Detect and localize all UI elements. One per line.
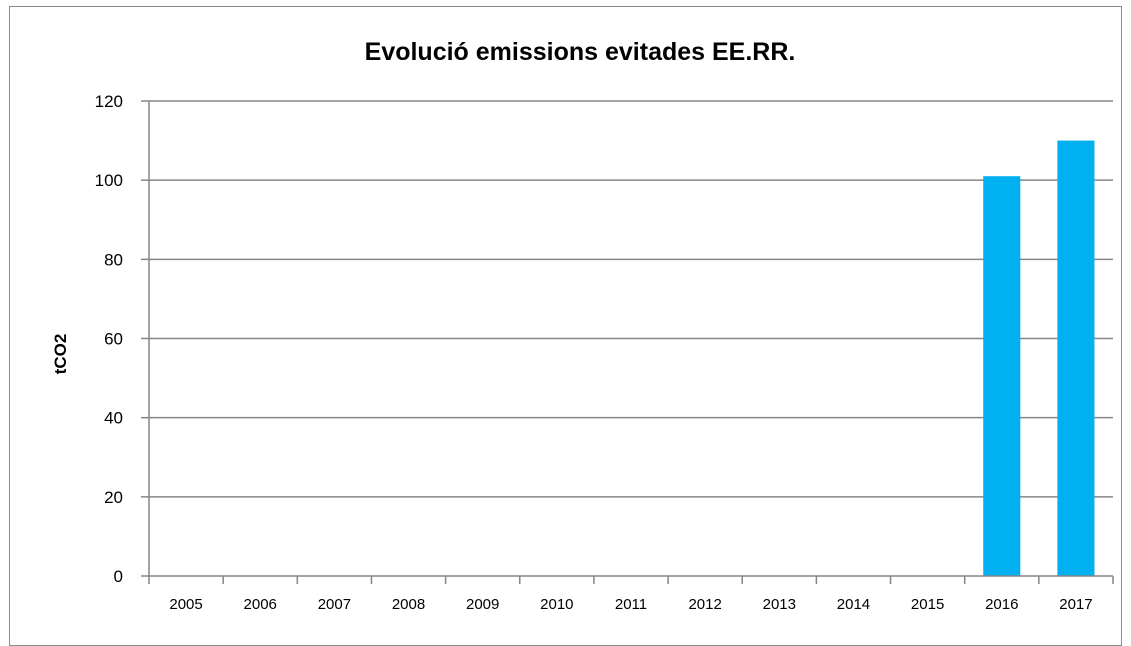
x-tick-label: 2010 bbox=[540, 596, 573, 613]
x-tick-label: 2005 bbox=[169, 596, 202, 613]
axes bbox=[141, 100, 1114, 584]
x-tick-label: 2014 bbox=[837, 596, 870, 613]
y-tick-label: 100 bbox=[95, 171, 123, 190]
y-tick-label: 20 bbox=[104, 488, 123, 507]
x-tick-label: 2011 bbox=[615, 596, 647, 613]
y-tick-label: 40 bbox=[104, 409, 123, 428]
bar-chart: Evolució emissions evitades EE.RR. tCO2 … bbox=[51, 38, 1114, 613]
x-tick-label: 2012 bbox=[688, 596, 721, 613]
x-tick-label: 2015 bbox=[911, 596, 944, 613]
bar-2016 bbox=[983, 176, 1021, 577]
x-tick-label: 2016 bbox=[985, 596, 1018, 613]
chart-title: Evolució emissions evitades EE.RR. bbox=[365, 38, 796, 66]
x-tick-label: 2006 bbox=[244, 596, 277, 613]
y-tick-labels: 0 20 40 60 80 100 120 bbox=[95, 92, 123, 586]
chart-frame bbox=[9, 6, 1122, 646]
y-axis-label: tCO2 bbox=[51, 334, 70, 375]
x-tick-labels: 2005 2006 2007 2008 2009 2010 2011 2012 2013 2014… bbox=[169, 596, 1092, 613]
bar-2017 bbox=[1057, 140, 1095, 577]
gridlines bbox=[149, 100, 1113, 498]
y-tick-label: 0 bbox=[114, 567, 123, 586]
x-tick-label: 2008 bbox=[392, 596, 425, 613]
x-tick-label: 2009 bbox=[466, 596, 499, 613]
y-tick-label: 120 bbox=[95, 92, 123, 111]
y-tick-label: 60 bbox=[104, 330, 123, 349]
x-tick-label: 2013 bbox=[763, 596, 796, 613]
y-tick-label: 80 bbox=[104, 250, 123, 269]
x-tick-label: 2007 bbox=[318, 596, 351, 613]
x-tick-label: 2017 bbox=[1059, 596, 1092, 613]
bars bbox=[983, 140, 1095, 577]
